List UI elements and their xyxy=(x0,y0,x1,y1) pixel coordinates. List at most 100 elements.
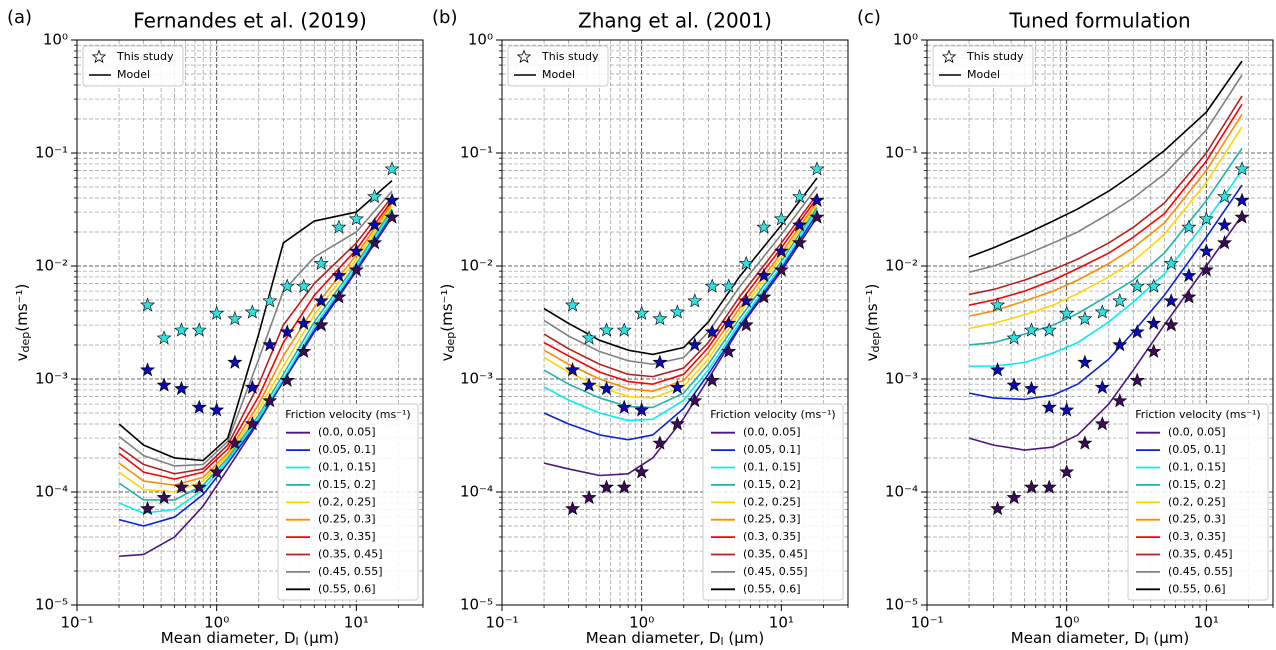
model-line xyxy=(968,74,1243,274)
observation-star xyxy=(367,188,383,204)
y-tick-label: 10⁻⁴ xyxy=(460,483,493,501)
observation-star xyxy=(1234,209,1250,224)
legend-label: (0.25, 0.3] xyxy=(1168,513,1226,526)
observation-star xyxy=(1059,305,1075,320)
observation-star xyxy=(313,317,329,332)
y-tick-label: 10⁻² xyxy=(460,257,493,275)
legend-frame xyxy=(702,403,844,601)
observation-star xyxy=(279,278,295,293)
panel-title: Fernandes et al. (2019) xyxy=(133,9,367,33)
x-axis-label: Mean diameter, Dl (µm) xyxy=(161,629,339,649)
observation-star xyxy=(191,479,207,494)
panel: 10⁻¹ 10⁰ 10¹ 10⁻⁵ 10⁻⁴ 10⁻³ 10⁻² 10⁻¹ 10⁰ Fernand… xyxy=(7,7,424,649)
plot-frame xyxy=(76,39,424,606)
observation-star xyxy=(1112,337,1128,352)
observation-star xyxy=(1094,379,1110,394)
observation-star xyxy=(348,262,364,277)
observation-star xyxy=(990,362,1006,377)
y-axis-label-main: v xyxy=(863,352,881,361)
observation-star xyxy=(1077,311,1093,326)
observation-star xyxy=(1129,372,1145,387)
observation-star xyxy=(331,219,347,234)
observation-star xyxy=(1059,464,1075,479)
observation-star xyxy=(616,322,632,337)
observation-star xyxy=(756,267,772,283)
observation-star xyxy=(209,305,225,320)
observation-star xyxy=(721,315,737,330)
observation-star xyxy=(1181,219,1197,234)
legend-label: (0.3, 0.35] xyxy=(743,530,801,543)
observation-star xyxy=(209,402,225,417)
observation-star xyxy=(1146,315,1162,330)
observation-star xyxy=(1024,322,1039,337)
observation-star xyxy=(792,217,808,232)
observation-star xyxy=(773,211,789,226)
observation-star xyxy=(174,380,189,396)
observation-star xyxy=(1006,377,1022,392)
y-tick-label: 10⁻² xyxy=(35,257,68,275)
observation-star xyxy=(565,500,581,516)
x-axis-label-rest: (µm) xyxy=(299,629,340,647)
observation-star xyxy=(262,293,278,308)
observation-star xyxy=(1217,235,1233,250)
observation-star xyxy=(581,377,597,392)
legend-star xyxy=(941,49,957,64)
legend-label: (0.0, 0.05] xyxy=(1168,426,1226,439)
x-axis-label: Mean diameter, Dl (µm) xyxy=(1011,629,1189,649)
observation-star xyxy=(313,255,329,270)
observation-star xyxy=(687,293,703,308)
legend-label: (0.35, 0.45] xyxy=(318,548,383,561)
observation-star xyxy=(384,161,400,176)
observation-star xyxy=(704,278,720,293)
observation-star xyxy=(156,489,172,505)
observation-star xyxy=(1041,479,1057,494)
observation-star xyxy=(1198,211,1214,226)
legend-star xyxy=(91,49,107,64)
x-axis-label-rest: (µm) xyxy=(724,629,765,647)
observation-star xyxy=(1146,278,1162,293)
observation-star xyxy=(262,393,278,408)
plot-frame xyxy=(926,39,1274,606)
observation-star xyxy=(669,416,685,431)
y-tick-label: 10⁻⁴ xyxy=(35,483,68,501)
x-axis-label-main: Mean diameter, D xyxy=(586,629,721,647)
observation-star xyxy=(704,324,720,339)
legend-label: (0.05, 0.1] xyxy=(743,443,801,456)
x-tick-label: 10¹ xyxy=(769,614,794,632)
legend-label: (0.25, 0.3] xyxy=(743,513,801,526)
panel: 10⁻¹ 10⁰ 10¹ 10⁻⁵ 10⁻⁴ 10⁻³ 10⁻² 10⁻¹ 10⁰ Zhang e… xyxy=(432,7,849,648)
observation-star xyxy=(565,362,581,377)
observation-star xyxy=(1181,289,1197,304)
observation-star xyxy=(738,255,754,270)
observation-star xyxy=(331,289,347,304)
observation-star xyxy=(1094,416,1110,431)
legend-label: (0.15, 0.2] xyxy=(1168,478,1226,491)
observation-star xyxy=(384,192,400,207)
observation-star xyxy=(809,192,825,207)
x-tick-label: 10⁰ xyxy=(1054,614,1079,632)
observation-star xyxy=(599,479,614,494)
y-axis-label-rest: (ms⁻¹) xyxy=(438,284,456,332)
y-tick-label: 10⁰ xyxy=(468,31,493,49)
y-tick-label: 10⁻² xyxy=(885,257,918,275)
x-tick-label: 10⁰ xyxy=(629,614,654,632)
observation-star xyxy=(738,317,754,332)
y-axis-label-rest: (ms⁻¹) xyxy=(13,284,31,332)
observation-star xyxy=(209,464,225,479)
observation-star xyxy=(227,354,243,369)
observation-star xyxy=(1077,435,1093,450)
observation-star xyxy=(1077,354,1093,369)
observation-star xyxy=(809,161,825,176)
panel-label: (a) xyxy=(7,7,32,28)
observation-star xyxy=(792,188,808,204)
observation-star xyxy=(809,209,825,224)
observation-star xyxy=(244,379,260,394)
legend-label: (0.3, 0.35] xyxy=(318,530,376,543)
observation-star xyxy=(687,337,703,352)
observation-star xyxy=(156,377,172,392)
observation-star xyxy=(652,354,668,369)
observation-star xyxy=(1234,192,1250,207)
y-tick-label: 10⁻¹ xyxy=(35,144,68,162)
legend-frame xyxy=(507,45,609,87)
observation-star xyxy=(687,393,703,408)
